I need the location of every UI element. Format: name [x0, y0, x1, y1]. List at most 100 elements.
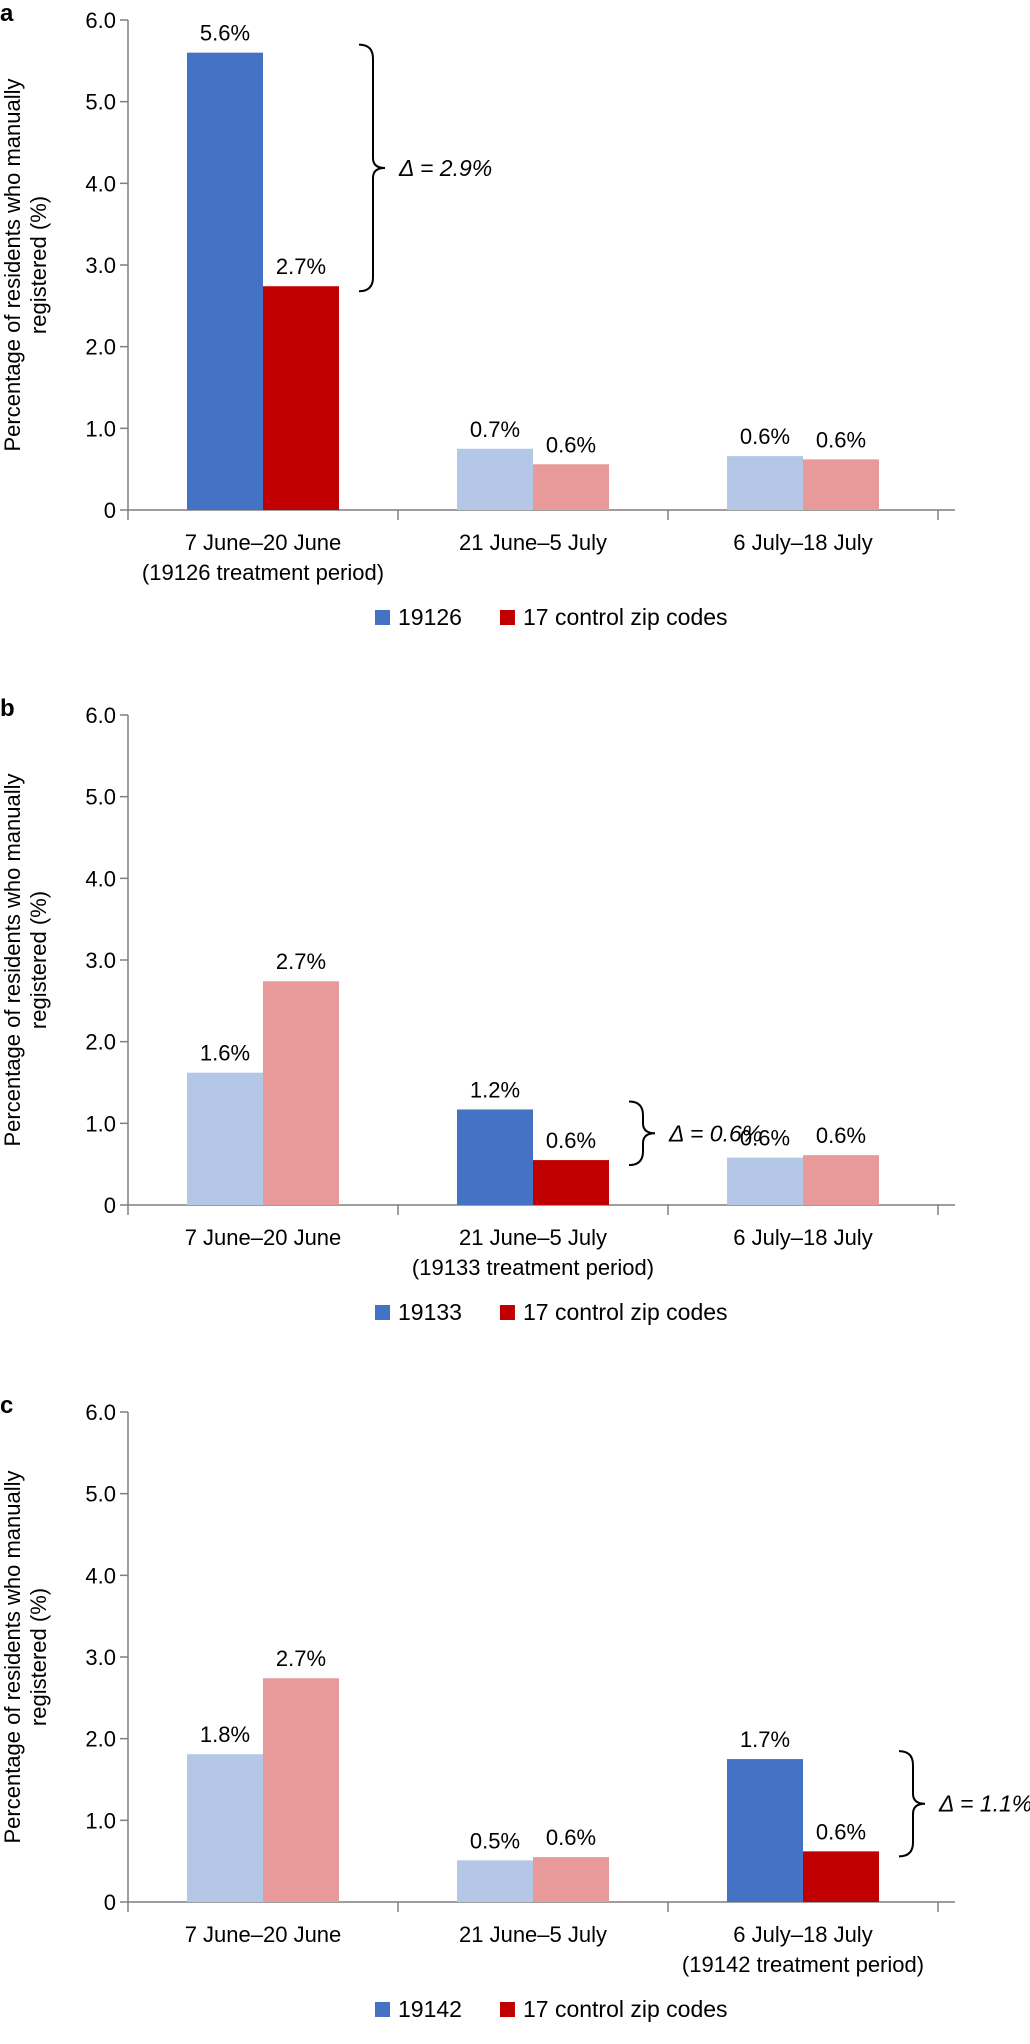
data-label-series1: 1.7% [740, 1727, 790, 1752]
legend-swatch-series2 [499, 1305, 515, 1320]
data-label-series1: 1.6% [200, 1041, 250, 1066]
chart-a-svg: Percentage of residents who manually regi… [0, 8, 955, 630]
y-tick-label: 5.0 [85, 90, 116, 115]
x-category-label: 6 July–18 July [733, 1922, 872, 1947]
delta-brace [358, 43, 386, 293]
bar-series1 [187, 52, 263, 511]
bar-series2 [263, 286, 339, 510]
data-label-series2: 0.6% [816, 1819, 866, 1844]
y-tick-label: 4.0 [85, 1563, 116, 1588]
y-axis-title-line2: registered (%) [26, 196, 51, 334]
delta-annotation: Δ = 0.6% [668, 1120, 762, 1146]
y-tick-label: 0 [104, 1890, 116, 1915]
bar-series1 [457, 448, 533, 510]
legend-swatch-series1 [375, 2002, 390, 2017]
x-category-label-line2: (19133 treatment period) [412, 1255, 654, 1280]
bar-series1 [457, 1109, 533, 1205]
y-tick-label: 1.0 [85, 1111, 116, 1136]
data-label-series1: 1.2% [470, 1077, 520, 1102]
data-label-series2: 0.6% [546, 432, 596, 457]
x-category-label: 7 June–20 June [185, 1225, 342, 1250]
y-tick-label: 2.0 [85, 1030, 116, 1055]
data-label-series1: 5.6% [200, 21, 250, 46]
chart-b-svg: Percentage of residents who manually regi… [0, 703, 955, 1325]
legend-label-series1: 19126 [398, 604, 462, 630]
delta-brace [628, 1100, 656, 1167]
bar-series2 [533, 464, 609, 510]
chart-c-svg: Percentage of residents who manually regi… [0, 1400, 1030, 2022]
x-category-label: 6 July–18 July [733, 1225, 872, 1250]
y-tick-label: 1.0 [85, 1808, 116, 1833]
bar-series1 [727, 1157, 803, 1205]
y-axis-title-line1: Percentage of residents who manually [0, 79, 25, 452]
legend-swatch-series2 [499, 610, 515, 625]
bar-series2 [803, 1155, 879, 1205]
delta-annotation: Δ = 2.9% [398, 155, 492, 181]
legend-label-series2: 17 control zip codes [523, 1996, 728, 2022]
y-tick-label: 2.0 [85, 1727, 116, 1752]
delta-brace [898, 1750, 926, 1858]
chart-panel-b: b Percentage of residents who manually re… [0, 695, 1030, 1355]
data-label-series2: 0.6% [816, 1123, 866, 1148]
y-tick-label: 6.0 [85, 1400, 116, 1425]
y-tick-label: 2.0 [85, 335, 116, 360]
chart-panel-a: a Percentage of residents who manually re… [0, 0, 1030, 660]
bar-series1 [727, 1759, 803, 1902]
y-tick-label: 5.0 [85, 1482, 116, 1507]
bar-series2 [533, 1160, 609, 1205]
data-label-series1: 0.5% [470, 1828, 520, 1853]
delta-annotation: Δ = 1.1% [938, 1791, 1030, 1817]
chart-panel-c: c Percentage of residents who manually re… [0, 1392, 1030, 2044]
y-tick-label: 1.0 [85, 416, 116, 441]
data-label-series1: 0.7% [470, 417, 520, 442]
x-category-label-line2: (19142 treatment period) [682, 1952, 924, 1977]
legend-swatch-series1 [375, 1305, 390, 1320]
panel-letter-a: a [0, 0, 14, 27]
data-label-series2: 2.7% [276, 949, 326, 974]
bar-series2 [803, 1851, 879, 1902]
x-category-label: 7 June–20 June [185, 530, 342, 555]
panel-letter-c: c [0, 1392, 14, 1419]
bar-series1 [187, 1072, 263, 1205]
y-tick-label: 0 [104, 1193, 116, 1218]
legend-swatch-series2 [499, 2002, 515, 2017]
bar-series1 [727, 456, 803, 510]
data-label-series2: 2.7% [276, 1646, 326, 1671]
data-label-series1: 0.6% [740, 424, 790, 449]
y-tick-label: 3.0 [85, 948, 116, 973]
y-axis-title-line1: Percentage of residents who manually [0, 1471, 25, 1844]
y-tick-label: 4.0 [85, 171, 116, 196]
bar-series2 [533, 1857, 609, 1902]
x-category-label: 7 June–20 June [185, 1922, 342, 1947]
legend-label-series2: 17 control zip codes [523, 1299, 728, 1325]
legend-label-series1: 19142 [398, 1996, 462, 2022]
bar-series2 [263, 1678, 339, 1902]
y-tick-label: 3.0 [85, 253, 116, 278]
x-category-label-line2: (19126 treatment period) [142, 560, 384, 585]
y-tick-label: 6.0 [85, 8, 116, 33]
y-axis-title-line2: registered (%) [26, 891, 51, 1029]
bar-series1 [457, 1860, 533, 1902]
legend-label-series1: 19133 [398, 1299, 462, 1325]
y-axis-title-line2: registered (%) [26, 1588, 51, 1726]
y-tick-label: 4.0 [85, 866, 116, 891]
data-label-series1: 0.6% [740, 1126, 790, 1151]
legend-label-series2: 17 control zip codes [523, 604, 728, 630]
data-label-series2: 0.6% [816, 427, 866, 452]
data-label-series2: 2.7% [276, 254, 326, 279]
x-category-label: 21 June–5 July [459, 1922, 607, 1947]
data-label-series2: 0.6% [546, 1128, 596, 1153]
data-label-series1: 1.8% [200, 1722, 250, 1747]
x-category-label: 21 June–5 July [459, 1225, 607, 1250]
panel-letter-b: b [0, 695, 15, 722]
y-axis-title-line1: Percentage of residents who manually [0, 774, 25, 1147]
legend-swatch-series1 [375, 610, 390, 625]
y-tick-label: 5.0 [85, 785, 116, 810]
bar-series1 [187, 1754, 263, 1902]
y-tick-label: 3.0 [85, 1645, 116, 1670]
y-tick-label: 6.0 [85, 703, 116, 728]
bar-series2 [803, 459, 879, 510]
bar-series2 [263, 981, 339, 1205]
x-category-label: 6 July–18 July [733, 530, 872, 555]
x-category-label: 21 June–5 July [459, 530, 607, 555]
